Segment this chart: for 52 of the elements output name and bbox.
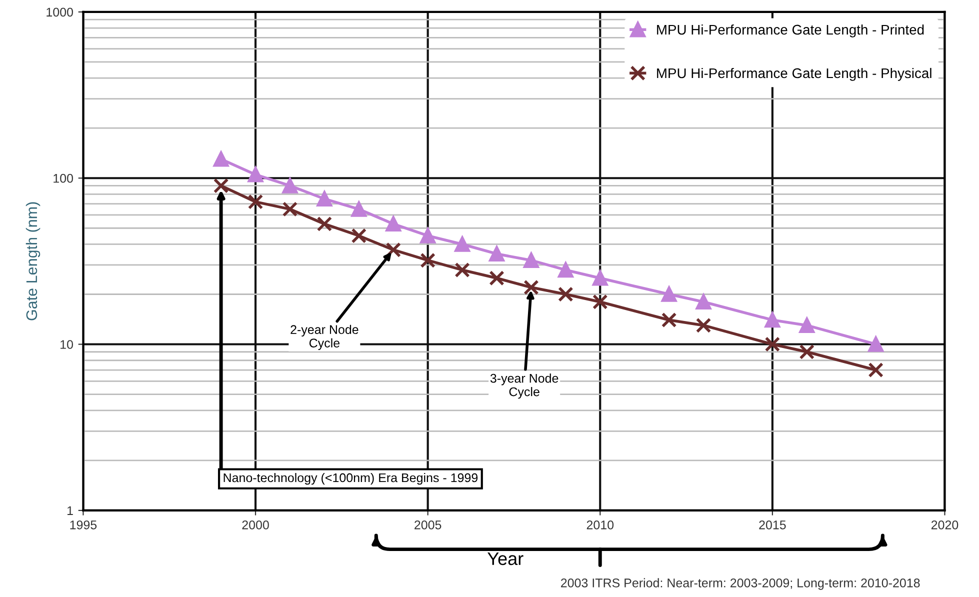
annotation: 2-year Node Cycle — [290, 324, 358, 350]
point — [454, 262, 470, 278]
annotation: 3-year Node Cycle — [490, 374, 558, 399]
y-axis-title: Gate Length (nm) — [26, 202, 40, 320]
point — [558, 286, 574, 302]
point — [764, 336, 780, 352]
point — [213, 178, 229, 194]
point — [696, 294, 712, 310]
y-tick-label: 100 — [54, 174, 74, 183]
legend-label: MPU Hi-Performance Gate Length - Physical — [657, 68, 932, 81]
point — [592, 294, 608, 310]
point — [282, 178, 298, 194]
y-tick-label: 1000 — [46, 8, 74, 17]
point — [316, 191, 332, 207]
point — [489, 270, 504, 286]
legend-label: MPU Hi-Performance Gate Length - Printed — [657, 24, 924, 38]
point — [868, 336, 884, 352]
y-tick-label: 10 — [60, 340, 74, 349]
point — [386, 216, 402, 232]
point — [386, 242, 402, 258]
point — [351, 202, 367, 217]
point — [489, 246, 504, 262]
x-tick-label: 2015 — [759, 520, 786, 530]
point — [282, 202, 298, 217]
point — [248, 194, 264, 210]
point — [558, 262, 574, 278]
point — [524, 280, 539, 296]
point — [213, 152, 229, 167]
point — [592, 270, 608, 286]
annotation: Nano-technology (<100nm) Era Begins - 1999 — [224, 472, 478, 485]
x-tick-label: 2010 — [586, 520, 614, 530]
point — [764, 312, 780, 328]
point — [351, 228, 367, 244]
x-tick-label: 2020 — [931, 520, 958, 530]
point — [799, 318, 815, 333]
point — [454, 236, 470, 252]
point — [661, 286, 677, 302]
text: 2003 ITRS Period: Near-term: 2003-2009; Long-term: 2010-2018 — [560, 578, 920, 590]
point — [799, 344, 815, 360]
point — [868, 362, 884, 378]
point — [420, 252, 436, 268]
x-tick-label: 1995 — [70, 520, 97, 530]
point — [316, 216, 332, 232]
x-tick-label: 2000 — [242, 520, 269, 530]
point — [661, 312, 677, 328]
x-axis-title: Year — [488, 552, 524, 566]
x-tick-label: 2005 — [414, 520, 442, 530]
y-tick-label: 1 — [67, 506, 73, 515]
point — [696, 318, 712, 333]
point — [248, 166, 264, 182]
point — [524, 252, 539, 268]
point — [420, 228, 436, 244]
